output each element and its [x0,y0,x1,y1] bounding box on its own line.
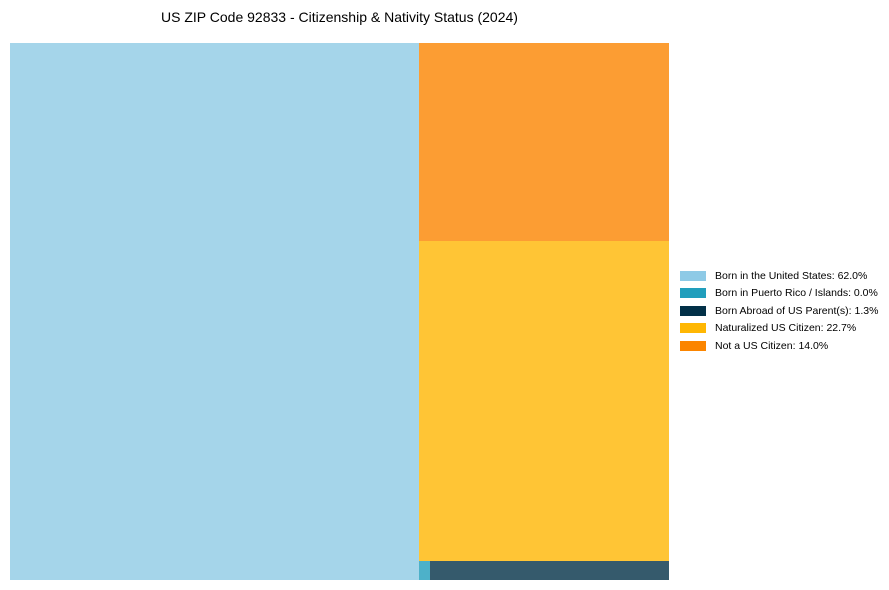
legend-item: Born in the United States: 62.0% [680,267,878,285]
legend-swatch [680,340,706,351]
legend-swatch [680,288,706,299]
legend-label: Born in the United States: 62.0% [715,269,868,282]
legend-item: Naturalized US Citizen: 22.7% [680,320,878,338]
legend-item: Born in Puerto Rico / Islands: 0.0% [680,285,878,303]
tile-born-in-us [10,43,419,580]
tile-born-puerto-rico [419,561,430,580]
legend-swatch [680,305,706,316]
legend-item: Not a US Citizen: 14.0% [680,337,878,355]
legend: Born in the United States: 62.0% Born in… [680,267,878,355]
tile-not-us-citizen [419,43,669,241]
legend-label: Naturalized US Citizen: 22.7% [715,322,857,335]
tile-born-abroad [430,561,669,580]
tile-naturalized [419,241,669,561]
legend-label: Born Abroad of US Parent(s): 1.3% [715,304,879,317]
legend-swatch [680,323,706,334]
legend-label: Born in Puerto Rico / Islands: 0.0% [715,287,878,300]
legend-item: Born Abroad of US Parent(s): 1.3% [680,302,878,320]
chart-title: US ZIP Code 92833 - Citizenship & Nativi… [161,9,518,25]
legend-label: Not a US Citizen: 14.0% [715,339,829,352]
legend-swatch [680,270,706,281]
